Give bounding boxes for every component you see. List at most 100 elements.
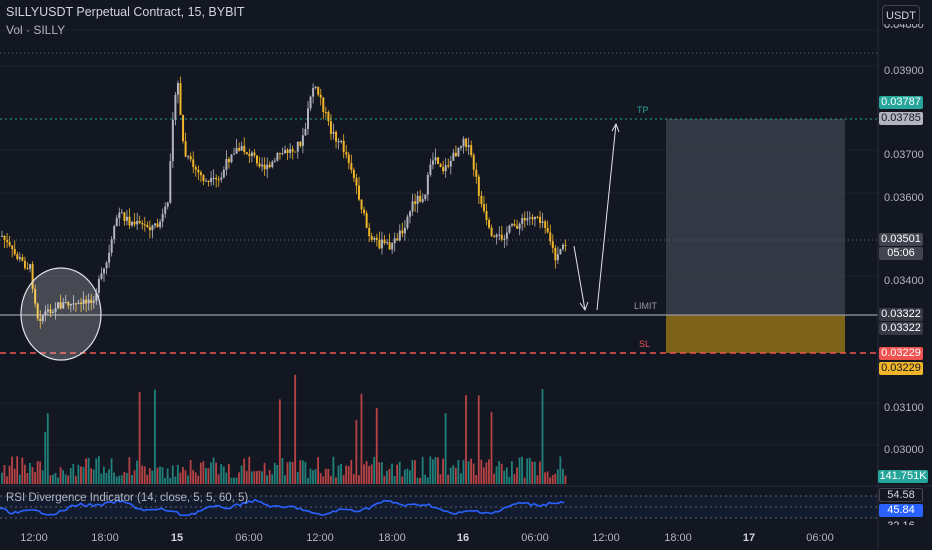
- candle-body: [544, 221, 547, 228]
- candle-body: [161, 213, 164, 222]
- volume-bar: [243, 458, 246, 484]
- volume-bar: [131, 475, 133, 484]
- candle-body: [541, 221, 544, 223]
- candle-body: [212, 177, 215, 179]
- volume-bar: [365, 461, 368, 484]
- candle-body: [477, 176, 480, 196]
- time-label: 17: [742, 532, 756, 544]
- volume-bar: [380, 462, 383, 484]
- volume-bar: [396, 464, 399, 484]
- volume-bar: [238, 472, 240, 484]
- volume-bar: [82, 467, 85, 484]
- volume-bar: [169, 477, 172, 484]
- candle-body: [125, 216, 128, 221]
- candle-body: [108, 252, 111, 263]
- candle-body: [439, 163, 442, 168]
- volume-bar: [54, 472, 57, 484]
- time-label: 12:00: [20, 532, 48, 544]
- volume-bar: [363, 464, 365, 484]
- candle-body: [138, 220, 141, 223]
- volume-bar: [207, 468, 210, 484]
- volume-bar: [556, 469, 559, 484]
- loss-zone[interactable]: [666, 315, 845, 353]
- volume-bar: [273, 462, 276, 484]
- candle-body: [187, 156, 190, 158]
- volume-label[interactable]: Vol · SILLY: [6, 23, 66, 37]
- volume-bar: [401, 476, 404, 484]
- profit-zone[interactable]: [666, 119, 845, 315]
- candle-body: [136, 220, 139, 225]
- volume-bar: [39, 461, 42, 484]
- volume-bar: [503, 470, 506, 484]
- candle-body: [256, 155, 258, 164]
- rsi-value-upper: 54.58: [879, 488, 923, 502]
- volume-bar: [526, 458, 529, 484]
- candle-body: [62, 302, 65, 309]
- candle-body: [67, 302, 70, 306]
- volume-bar: [85, 458, 87, 484]
- candle-body: [250, 152, 253, 157]
- candle-body: [523, 217, 526, 221]
- volume-bar: [442, 458, 444, 484]
- volume-bar: [161, 467, 164, 484]
- volume-bar: [256, 471, 258, 484]
- volume-bar: [289, 461, 291, 484]
- candle-body: [533, 216, 536, 220]
- volume-bar: [539, 461, 541, 484]
- candle-body: [516, 225, 519, 229]
- volume-bar: [327, 468, 330, 484]
- volume-bar: [125, 472, 128, 484]
- candle-body: [100, 273, 103, 279]
- volume-bar: [67, 475, 70, 484]
- projection-arrow-up[interactable]: [596, 123, 617, 311]
- volume-bar: [266, 475, 268, 484]
- candle-body: [301, 135, 304, 146]
- volume-bar: [332, 456, 335, 484]
- candle-body: [511, 223, 513, 226]
- projection-arrow-down[interactable]: [573, 245, 586, 311]
- volume-bar: [475, 475, 478, 484]
- candle-body: [375, 237, 378, 240]
- tp-tag: 0.03785: [879, 112, 923, 125]
- volume-bar: [470, 458, 472, 484]
- candle-body: [271, 161, 274, 168]
- volume-bar: [151, 470, 154, 484]
- symbol-title[interactable]: SILLYUSDT Perpetual Contract, 15, BYBIT: [6, 5, 245, 19]
- volume-bar: [493, 473, 495, 484]
- volume-bar: [202, 461, 205, 484]
- volume-bar: [452, 465, 455, 484]
- volume-bar: [495, 466, 498, 484]
- volume-bar: [90, 468, 93, 484]
- candle-body: [34, 288, 37, 304]
- volume-bar: [523, 477, 526, 484]
- current-price-tag: 0.03501: [879, 233, 923, 246]
- candle-body: [329, 121, 332, 134]
- sl-tag: 0.03229: [879, 362, 923, 375]
- rsi-title[interactable]: RSI Divergence Indicator (14, close, 5, …: [6, 492, 249, 504]
- volume-bar: [403, 469, 406, 484]
- time-label: 12:00: [592, 532, 620, 544]
- volume-bar: [212, 457, 215, 484]
- volume-bar: [143, 466, 146, 484]
- candle-body: [166, 202, 169, 207]
- candle-body: [505, 232, 508, 239]
- candle-body: [485, 210, 488, 220]
- candle-body: [225, 159, 228, 170]
- volume-bar: [291, 462, 294, 484]
- volume-bar: [179, 472, 182, 484]
- volume-bar: [342, 475, 345, 484]
- candle-body: [3, 235, 6, 241]
- currency-button[interactable]: USDT: [882, 5, 920, 27]
- candle-body: [337, 141, 340, 143]
- rsi-band: [0, 496, 878, 518]
- volume-bar: [490, 412, 493, 484]
- volume-bar: [383, 475, 386, 484]
- chart-header: SILLYUSDT Perpetual Contract, 15, BYBIT …: [6, 4, 245, 38]
- volume-bar: [528, 457, 531, 484]
- candle-body: [46, 309, 49, 312]
- candle-body: [424, 194, 427, 200]
- highlight-circle[interactable]: [20, 267, 102, 361]
- candle-body: [442, 167, 445, 172]
- candle-body: [350, 162, 353, 170]
